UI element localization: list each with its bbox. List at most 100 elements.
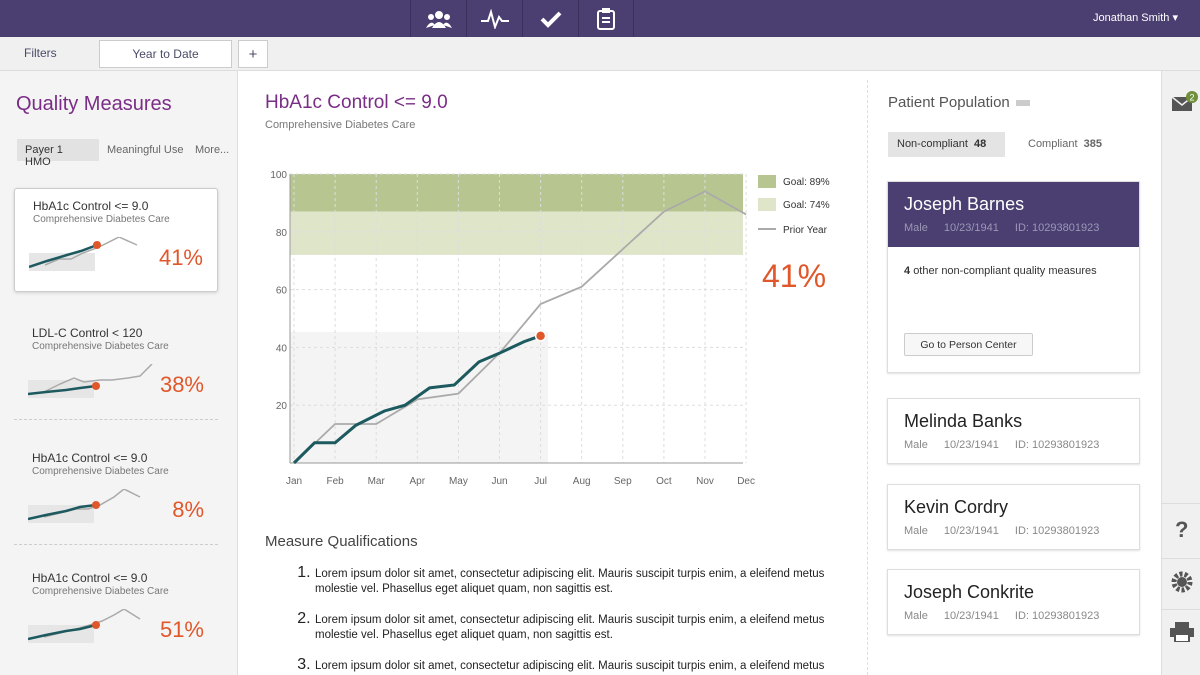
inbox-icon[interactable]: 2 [1171,91,1199,113]
period-filter[interactable]: Year to Date [99,40,232,68]
tab[interactable]: Non-compliant 48 [888,132,1005,157]
patient-card[interactable]: Joseph Barnes Male 10/23/1941 ID: 10293801… [887,181,1140,373]
id: ID: 10293801923 [1014,525,1100,537]
card-title: HbA1c Control <= 9.0 [32,571,148,585]
y-tick-label: 20 [276,401,288,412]
x-tick-label: Feb [326,476,344,487]
card-subtitle: Comprehensive Diabetes Care [33,214,170,225]
card-subtitle: Comprehensive Diabetes Care [32,466,169,477]
goal-band [290,211,743,255]
patient-name: Joseph Barnes [904,194,1025,214]
card-title: HbA1c Control <= 9.0 [33,199,149,213]
patient-name: Kevin Cordry [904,497,1009,517]
legend-label: Goal: 89% [783,177,830,188]
y-tick-label: 80 [276,228,288,239]
sparkline [28,364,153,398]
qualification: Lorem ipsum dolor sit amet, consectetur … [315,657,825,675]
legend-swatch [758,175,776,188]
tab[interactable]: More... [195,144,230,156]
sidebar: Quality Measures Payer 1 HMO Meaningful … [0,71,238,675]
card-rate: 51% [159,617,204,642]
y-tick-label: 60 [276,286,288,297]
tab[interactable]: Compliant 385 [1028,138,1102,150]
note-text: other non-compliant quality measures [913,265,1097,277]
patient-card[interactable]: Melinda Banks Male 10/23/1941 ID: 102938019… [887,398,1140,464]
x-tick-label: Nov [696,476,714,487]
dob: 10/23/1941 [943,439,999,451]
dob: 10/23/1941 [943,610,999,622]
id: ID: 10293801923 [1014,610,1100,622]
clipboard-nav[interactable] [578,0,634,37]
note-count: 4 [904,265,911,277]
sex: Male [904,439,928,451]
card-title: HbA1c Control <= 9.0 [32,451,148,465]
measure-title: HbA1c Control <= 9.0 [265,92,448,113]
help-icon[interactable]: ? [1175,517,1189,542]
qualifications-list: Lorem ipsum dolor sit amet, consectetur … [265,565,825,675]
dob: 10/23/1941 [943,525,999,537]
person-center-button[interactable]: Go to Person Center [904,333,1033,356]
measure-card[interactable]: HbA1c Control <= 9.0 Comprehensive Diabet… [14,441,218,545]
activity-nav[interactable] [466,0,522,37]
tab-label: Compliant [1028,138,1078,150]
card-rate: 38% [159,372,204,397]
add-filter[interactable]: + [238,40,268,68]
sparkline [29,237,138,271]
legend-label: Goal: 74% [783,200,830,211]
patient-meta: Male 10/23/1941 ID: 10293801923 [904,222,1115,234]
id: ID: 10293801923 [1014,222,1100,234]
measure-rate: 41% [762,258,827,294]
y-tick-label: 100 [270,170,287,181]
measure-subtitle: Comprehensive Diabetes Care [265,119,416,131]
x-tick-label: Mar [368,476,386,487]
sidebar-title: Quality Measures [16,93,172,115]
qualification: Lorem ipsum dolor sit amet, consectetur … [315,611,825,643]
user-name: Jonathan Smith [1092,12,1170,24]
measure-card[interactable]: HbA1c Control <= 9.0 Comprehensive Diabet… [14,561,218,665]
badge: 2 [1189,93,1194,103]
x-tick-label: Jan [286,476,302,487]
tasks-nav[interactable] [522,0,578,37]
x-tick-label: Aug [573,476,591,487]
team-nav[interactable] [410,0,466,37]
divider [867,80,868,675]
x-tick-label: May [449,476,468,487]
right-rail: 2 ? [1161,71,1200,675]
patient-meta: Male 10/23/1941 ID: 10293801923 [904,610,1115,622]
x-tick-label: Oct [656,476,672,487]
x-tick-label: Sep [614,476,632,487]
population-title: Patient Population [888,94,1030,111]
card-title: LDL-C Control < 120 [32,326,143,340]
print-icon[interactable] [1170,622,1194,642]
tab[interactable]: Meaningful Use [107,144,184,156]
series-line [292,334,542,465]
goal-band [290,174,743,212]
note: 4 other non-compliant quality measures [904,265,1097,277]
card-rate: 8% [172,497,204,522]
patient-meta: Male 10/23/1941 ID: 10293801923 [904,439,1115,451]
tab[interactable]: Payer 1 HMO [17,139,99,168]
user-menu[interactable]: Jonathan Smith ▾ [1092,12,1178,24]
filters[interactable]: Filters [24,46,57,60]
patient-card[interactable]: Kevin Cordry Male 10/23/1941 ID: 1029380192… [887,484,1140,550]
toolbar: Filters Year to Date + [0,37,1200,71]
current-point [534,330,547,342]
tab-label: Non-compliant [897,138,968,150]
sex: Male [904,525,928,537]
sparkline [28,489,141,523]
measure-card[interactable]: LDL-C Control < 120 Comprehensive Diabete… [14,316,218,420]
qualifications-title: Measure Qualifications [265,533,418,550]
sparkline [28,609,141,643]
patient-card[interactable]: Joseph Conkrite Male 10/23/1941 ID: 1029380… [887,569,1140,635]
dob: 10/23/1941 [943,222,999,234]
settings-icon[interactable] [1171,571,1193,593]
sex: Male [904,610,928,622]
measure-card[interactable]: HbA1c Control <= 9.0 Comprehensive Diabet… [14,188,218,292]
patient-meta: Male 10/23/1941 ID: 10293801923 [904,525,1115,537]
sex: Male [904,222,928,234]
x-tick-label: Jun [491,476,507,487]
y-tick-label: 40 [276,343,288,354]
card-rate: 41% [158,245,203,270]
header: Jonathan Smith ▾ [0,0,1200,37]
